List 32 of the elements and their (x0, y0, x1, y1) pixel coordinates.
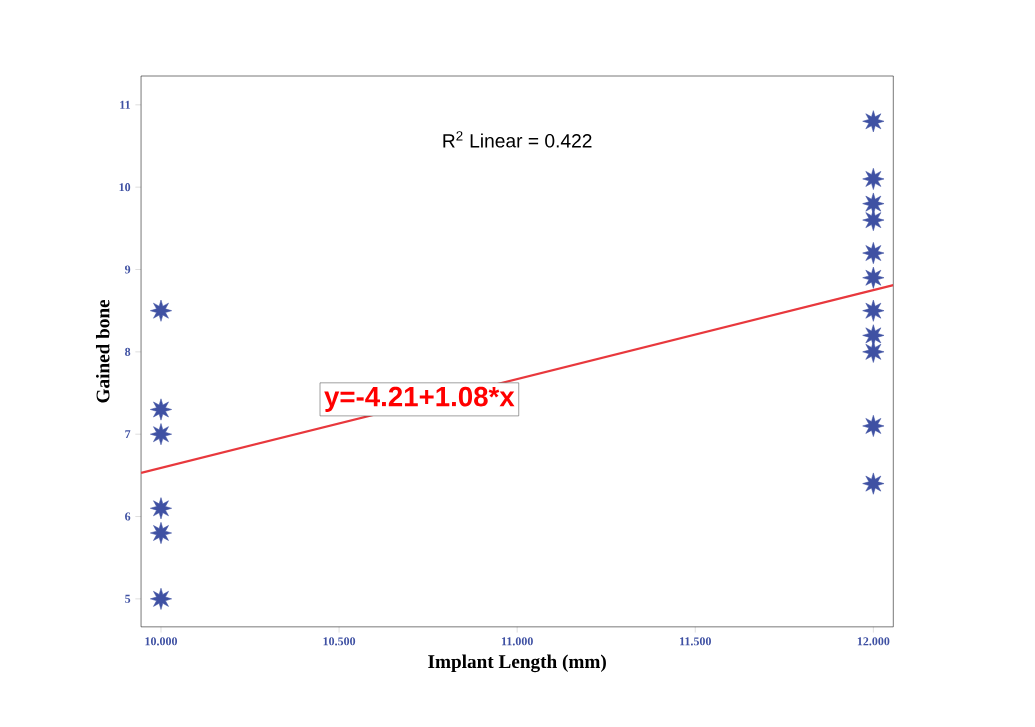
point (862, 242, 885, 265)
point (862, 110, 885, 133)
point (862, 472, 885, 495)
point (862, 340, 885, 363)
x-tick-label: 11.500 (680, 637, 711, 646)
point (862, 209, 885, 232)
point (150, 587, 172, 610)
point (862, 299, 885, 322)
x-tick-label: 12.000 (857, 637, 890, 646)
point (150, 522, 172, 544)
x-axis-title: Implant Length (mm) (428, 654, 606, 673)
y-tick-label: 9 (124, 265, 131, 274)
y-tick-label: 7 (125, 430, 131, 439)
x-tick-label: 11.000 (501, 637, 533, 646)
point (862, 192, 885, 215)
y-tick-label: 8 (125, 347, 131, 356)
point (150, 497, 172, 520)
point (150, 299, 172, 322)
point (150, 423, 172, 446)
x-tick-label: 10.000 (145, 637, 178, 646)
y-tick-label: 5 (125, 594, 131, 603)
y-tick-label: 6 (125, 512, 131, 521)
y-tick-label: 11 (120, 100, 131, 109)
annotation: y=-4.21+1.08*x (324, 386, 515, 412)
point (862, 168, 885, 190)
point (862, 266, 885, 289)
y-tick-label: 10 (119, 183, 131, 192)
y-axis-title: Gained bone (95, 299, 110, 403)
x-tick-label: 10.500 (323, 637, 356, 646)
point (862, 415, 885, 437)
annotation: R$^{2}$ Linear = 0.422 (443, 131, 592, 148)
point (150, 398, 172, 421)
